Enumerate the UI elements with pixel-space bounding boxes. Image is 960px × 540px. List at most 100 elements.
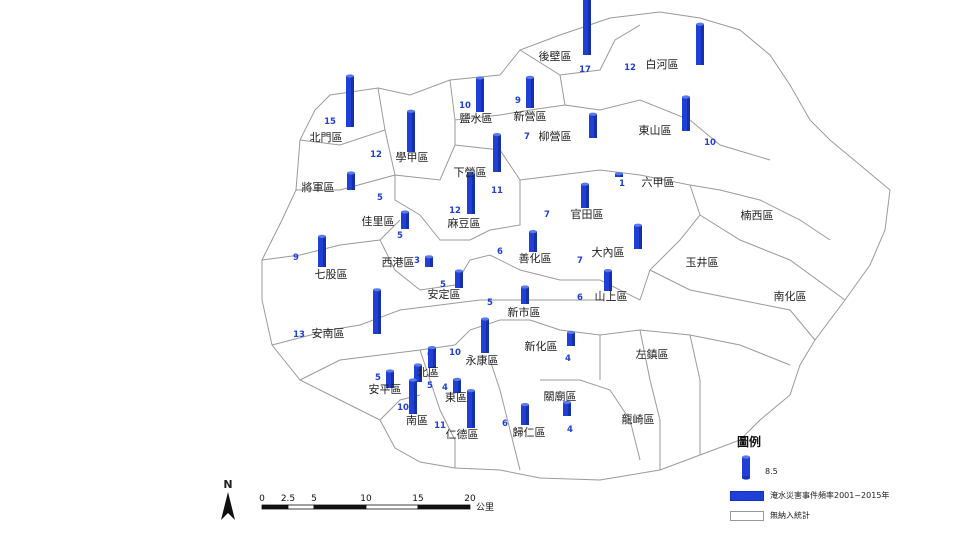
flood-count-label: 6 bbox=[502, 419, 508, 429]
flood-bar bbox=[581, 182, 589, 208]
district-label: 左鎮區 bbox=[636, 347, 669, 361]
scale-tick-label: 20 bbox=[464, 494, 476, 504]
flood-bar bbox=[493, 133, 501, 172]
flood-bar bbox=[467, 389, 475, 428]
flood-bar bbox=[589, 112, 597, 138]
district-label: 南化區 bbox=[774, 289, 807, 303]
legend-series-row: 淹水災害事件頻率2001~2015年 bbox=[730, 490, 889, 501]
flood-bar bbox=[467, 171, 475, 214]
flood-count-label: 5 bbox=[427, 381, 433, 391]
district-label: 後壁區 bbox=[539, 49, 572, 63]
legend-title: 圖例 bbox=[737, 435, 762, 449]
city-outline bbox=[261, 11, 891, 481]
scale-tick-label: 10 bbox=[360, 494, 372, 504]
district-label: 仁德區 bbox=[446, 427, 479, 441]
flood-bar bbox=[347, 171, 355, 190]
flood-count-label: 1 bbox=[619, 179, 625, 189]
flood-count-label: 11 bbox=[491, 186, 503, 196]
scale-tick-label: 5 bbox=[311, 494, 317, 504]
flood-bar bbox=[604, 269, 612, 291]
district-label: 東區 bbox=[445, 391, 467, 404]
district-label: 西港區 bbox=[382, 256, 415, 269]
district-borders bbox=[261, 24, 846, 471]
district-label: 官田區 bbox=[571, 207, 604, 221]
flood-count-label: 12 bbox=[370, 150, 382, 160]
district-label: 鹽水區 bbox=[460, 111, 493, 125]
flood-bar bbox=[481, 317, 489, 353]
district-label: 永康區 bbox=[466, 353, 499, 367]
flood-count-label: 17 bbox=[579, 65, 591, 75]
flood-bar bbox=[407, 109, 415, 152]
flood-bar bbox=[318, 234, 326, 267]
flood-bar bbox=[521, 285, 529, 304]
district-label: 龍崎區 bbox=[622, 412, 655, 426]
flood-bar bbox=[428, 346, 436, 368]
district-label: 山上區 bbox=[595, 290, 628, 303]
flood-count-label: 6 bbox=[577, 293, 583, 303]
north-label: N bbox=[223, 478, 232, 491]
flood-bar bbox=[373, 288, 381, 334]
district-label: 安平區 bbox=[369, 382, 402, 396]
flood-bar bbox=[634, 223, 642, 249]
flood-bar bbox=[414, 363, 422, 382]
flood-count-label: 3 bbox=[414, 256, 420, 266]
district-label: 七股區 bbox=[315, 268, 348, 281]
flood-count-label: 5 bbox=[397, 231, 403, 241]
scale-segment bbox=[261, 504, 289, 510]
legend-nodata-label: 無納入統計 bbox=[770, 511, 810, 520]
scale-segment bbox=[313, 504, 367, 510]
district-label: 新化區 bbox=[525, 339, 558, 353]
legend-series-label: 淹水災害事件頻率2001~2015年 bbox=[770, 491, 890, 500]
flood-bar bbox=[563, 400, 571, 416]
district-label: 玉井區 bbox=[686, 255, 719, 269]
flood-count-label: 4 bbox=[442, 383, 448, 393]
district-label: 安南區 bbox=[312, 326, 345, 340]
scale-tick-label: 15 bbox=[412, 494, 423, 504]
flood-count-label: 5 bbox=[440, 280, 446, 290]
district-label: 六甲區 bbox=[642, 176, 675, 189]
flood-count-label: 5 bbox=[487, 298, 493, 308]
flood-bar bbox=[453, 377, 461, 393]
district-label: 南區 bbox=[406, 414, 428, 427]
flood-bar bbox=[682, 95, 690, 131]
flood-count-label: 12 bbox=[449, 206, 461, 216]
flood-count-label: 5 bbox=[377, 193, 383, 203]
north-arrow-icon bbox=[221, 492, 235, 520]
district-label: 白河區 bbox=[646, 57, 679, 71]
legend-series-swatch bbox=[730, 490, 764, 501]
flood-count-label: 6 bbox=[497, 247, 503, 257]
flood-count-label: 4 bbox=[565, 354, 571, 364]
district-label: 佳里區 bbox=[362, 214, 395, 228]
bars-layer bbox=[318, 0, 704, 428]
district-label: 北門區 bbox=[310, 131, 343, 144]
district-label: 柳營區 bbox=[539, 129, 572, 143]
flood-count-label: 10 bbox=[397, 403, 409, 413]
flood-bar bbox=[455, 269, 463, 288]
district-label: 新營區 bbox=[514, 109, 547, 123]
scale-tick-label: 2.5 bbox=[281, 494, 295, 504]
district-label: 善化區 bbox=[519, 251, 552, 265]
north-arrow: N bbox=[221, 478, 235, 520]
district-label: 下營區 bbox=[454, 166, 487, 179]
district-label: 楠西區 bbox=[741, 208, 774, 222]
district-label: 安定區 bbox=[428, 287, 461, 301]
flood-bar bbox=[346, 74, 354, 127]
flood-count-label: 12 bbox=[624, 63, 636, 73]
flood-bar bbox=[521, 403, 529, 425]
scale-segment bbox=[365, 504, 419, 510]
map-base bbox=[261, 11, 891, 481]
flood-count-label: 10 bbox=[449, 348, 461, 358]
flood-count-label: 7 bbox=[577, 256, 583, 266]
district-label: 北區 bbox=[417, 366, 439, 379]
district-label: 麻豆區 bbox=[448, 216, 481, 230]
district-label: 新市區 bbox=[508, 305, 541, 319]
flood-count-label: 15 bbox=[324, 117, 336, 127]
flood-bar bbox=[401, 210, 409, 229]
district-label: 歸仁區 bbox=[513, 425, 546, 439]
flood-count-label: 9 bbox=[293, 253, 299, 263]
flood-count-label: 13 bbox=[293, 330, 305, 340]
flood-bar bbox=[526, 75, 534, 108]
legend-nodata-row: 無納入統計 bbox=[730, 510, 810, 521]
